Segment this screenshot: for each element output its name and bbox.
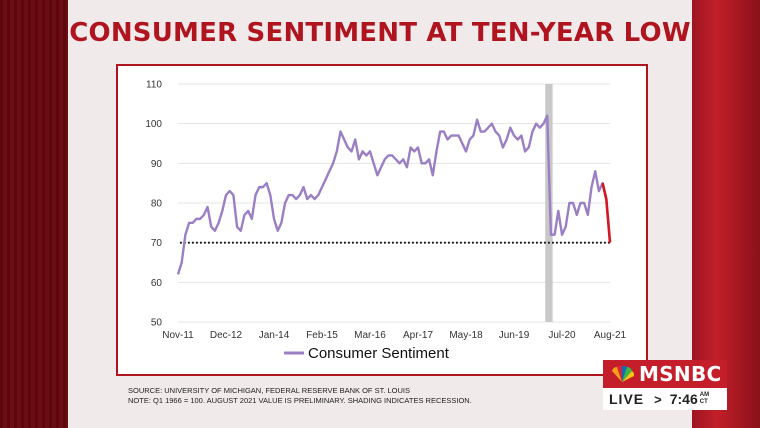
network-name: MSNBC	[639, 362, 722, 386]
right-background-curtain	[692, 0, 760, 428]
clock-time: 7:46	[669, 391, 698, 407]
ct-label: CT	[699, 399, 708, 405]
x-tick-label-dec-12: Dec-12	[210, 330, 243, 341]
x-tick-label-aug-21: Aug-21	[594, 330, 627, 341]
y-tick-label-100: 100	[145, 119, 162, 130]
chart-frame: 50 60 70 80 90 100 110 Nov-11 Dec-12 Jan-14 Feb-1…	[116, 64, 648, 376]
chevron-right-icon: >	[654, 391, 662, 407]
y-tick-label-60: 60	[151, 278, 163, 289]
legend: Consumer Sentiment	[284, 345, 450, 362]
y-tick-label-70: 70	[151, 238, 163, 249]
live-time-bar: LIVE > 7:46 AM CT	[603, 388, 727, 410]
am-label: AM	[699, 392, 710, 398]
y-tick-label-90: 90	[151, 159, 163, 170]
plot-area	[176, 114, 612, 275]
note-line: NOTE: Q1 1966 = 100. AUGUST 2021 VALUE I…	[128, 396, 472, 405]
legend-label: Consumer Sentiment	[308, 345, 450, 362]
live-label: LIVE	[609, 391, 645, 407]
x-tick-label-nov-11: Nov-11	[162, 330, 194, 341]
left-background-stripes	[0, 0, 68, 428]
y-tick-label-50: 50	[151, 318, 163, 329]
series-latest-segment	[601, 182, 612, 243]
gridlines	[178, 83, 610, 323]
x-tick-label-mar-16: Mar-16	[354, 330, 386, 341]
y-tick-label-110: 110	[146, 80, 162, 91]
x-tick-label-jan-14: Jan-14	[259, 330, 290, 341]
peacock-icon	[612, 365, 635, 382]
source-line: SOURCE: UNIVERSITY OF MICHIGAN, FEDERAL …	[128, 386, 411, 395]
network-logo: MSNBC	[603, 360, 727, 388]
source-note: SOURCE: UNIVERSITY OF MICHIGAN, FEDERAL …	[128, 386, 472, 406]
y-axis-ticks: 50 60 70 80 90 100 110	[145, 80, 162, 329]
x-tick-label-feb-15: Feb-15	[306, 330, 338, 341]
line-chart: 50 60 70 80 90 100 110 Nov-11 Dec-12 Jan-14 Feb-1…	[145, 80, 626, 363]
x-tick-label-jun-19: Jun-19	[499, 330, 530, 341]
series-line-consumer-sentiment	[176, 114, 608, 275]
x-tick-label-jul-20: Jul-20	[548, 330, 576, 341]
y-tick-label-80: 80	[151, 199, 163, 210]
graphic-panel: CONSUMER SENTIMENT AT TEN-YEAR LOW 50 60 7…	[68, 0, 692, 428]
network-bug: MSNBC LIVE > 7:46 AM CT	[603, 360, 727, 410]
x-axis-ticks: Nov-11 Dec-12 Jan-14 Feb-15 Mar-16 Apr-17 May-…	[162, 330, 626, 341]
headline: CONSUMER SENTIMENT AT TEN-YEAR LOW	[69, 18, 691, 48]
x-tick-label-may-18: May-18	[449, 330, 483, 341]
x-tick-label-apr-17: Apr-17	[403, 330, 433, 341]
time-zone: AM CT	[700, 392, 709, 406]
